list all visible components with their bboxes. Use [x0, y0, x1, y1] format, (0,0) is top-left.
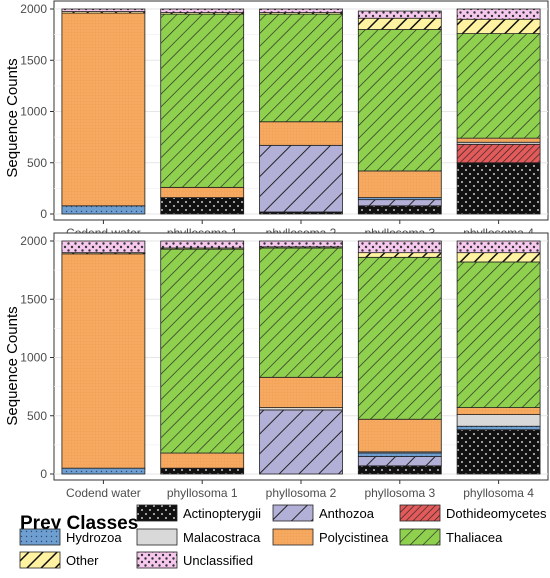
top-y-axis-label: Sequence Counts	[4, 58, 21, 177]
bar-segment-unclassified	[259, 8, 343, 13]
legend-label-other: Other	[66, 553, 99, 568]
bar-segment-unclassified	[259, 240, 343, 248]
bar-segment-actinopterygii	[160, 467, 245, 475]
legend-swatch-anthozoa	[272, 504, 314, 522]
bar-segment-unclassified	[160, 240, 245, 249]
y-tick-label: 1000	[20, 351, 47, 365]
bar-segment-polycistinea	[456, 407, 541, 415]
bar-segment-polycistinea	[160, 452, 245, 469]
bar-segment-other	[456, 252, 541, 263]
bar-segment-actinopterygii	[456, 162, 541, 215]
x-tick-label: phyllosoma 4	[463, 486, 534, 500]
x-tick-label: phyllosoma 3	[364, 486, 435, 500]
bar-segment-thaliacea	[357, 256, 442, 420]
legend-swatch-unclassified	[136, 551, 178, 569]
bar-segment-anthozoa	[259, 409, 343, 475]
y-tick-label: 1000	[20, 105, 47, 119]
legend-label-anthozoa: Anthozoa	[319, 506, 375, 521]
bar-segment-other	[456, 18, 541, 34]
bar-segment-thaliacea	[357, 29, 442, 172]
bar-segment-polycistinea	[357, 418, 442, 453]
y-tick-label: 500	[27, 156, 47, 170]
bar-segment-polycistinea	[456, 137, 541, 143]
y-tick-label: 2000	[20, 234, 47, 248]
y-tick-label: 1500	[20, 292, 47, 306]
legend: Prey Classes Actinopterygii Anthozoa Dothi…	[19, 504, 547, 569]
bottom-panel: 0 500 1000 1500 2000 Codend water phyllosoma 1…	[20, 232, 549, 500]
bar-segment-actinopterygii	[456, 429, 541, 475]
y-tick-label: 1500	[20, 53, 47, 67]
bar-segment-anthozoa	[357, 456, 442, 467]
legend-label-dothideomycetes: Dothideomycetes	[446, 506, 547, 521]
bottom-y-axis-label: Sequence Counts	[4, 306, 21, 425]
bar-segment-polycistinea	[160, 186, 245, 199]
bar-segment-malacostraca	[456, 414, 541, 427]
bar-segment-hydrozoa	[357, 452, 442, 457]
y-tick-label: 0	[40, 207, 47, 221]
bar-segment-unclassified	[456, 240, 541, 254]
legend-swatch-polycistinea	[272, 528, 314, 546]
legend-swatch-other	[19, 551, 61, 569]
bar-segment-hydrozoa	[61, 467, 146, 475]
bar-segment-actinopterygii	[357, 465, 442, 475]
bar-segment-other	[357, 17, 442, 30]
bar-segment-actinopterygii	[160, 197, 245, 215]
bar-segment-thaliacea	[160, 13, 245, 188]
y-tick-label: 500	[27, 409, 47, 423]
bar-segment-dothideomycetes	[456, 143, 541, 164]
legend-label-thaliacea: Thaliacea	[446, 530, 503, 545]
bar-segment-thaliacea	[456, 261, 541, 408]
bar-segment-unclassified	[160, 8, 245, 13]
legend-label-malacostraca: Malacostraca	[183, 530, 261, 545]
bar-segment-anthozoa	[357, 199, 442, 207]
legend-swatch-malacostraca	[136, 528, 178, 546]
bar-segment-polycistinea	[259, 121, 343, 146]
bar-segment-unclassified	[61, 8, 146, 12]
legend-swatch-actinopterygii	[136, 504, 178, 522]
bar-segment-other	[357, 252, 442, 258]
bar-segment-polycistinea	[357, 170, 442, 198]
legend-swatch-dothideomycetes	[399, 504, 441, 522]
bar-segment-thaliacea	[456, 33, 541, 139]
bar-segment-hydrozoa	[61, 205, 146, 215]
legend-swatch-thaliacea	[399, 528, 441, 546]
bar-segment-thaliacea	[259, 247, 343, 378]
legend-swatch-hydrozoa	[19, 528, 61, 546]
bar-segment-unclassified	[357, 240, 442, 254]
bar-segment-polycistinea	[61, 12, 146, 207]
legend-label-hydrozoa: Hydrozoa	[66, 530, 122, 545]
bar-segment-unclassified	[456, 8, 541, 20]
y-tick-label: 2000	[20, 2, 47, 16]
x-tick-label: phyllosoma 2	[266, 486, 337, 500]
x-tick-label: phyllosoma 1	[167, 486, 238, 500]
bar-segment-actinopterygii	[357, 205, 442, 215]
bar-segment-polycistinea	[61, 253, 146, 469]
bar-segment-anthozoa	[259, 144, 343, 213]
legend-label-actinopterygii: Actinopterygii	[183, 506, 261, 521]
x-tick-label: Codend water	[66, 486, 141, 500]
bar-segment-unclassified	[61, 240, 146, 254]
bar-segment-thaliacea	[160, 248, 245, 454]
legend-label-polycistinea: Polycistinea	[319, 530, 389, 545]
bar-segment-unclassified	[357, 10, 442, 19]
bar-segment-hydrozoa	[456, 425, 541, 431]
bar-segment-polycistinea	[259, 376, 343, 408]
legend-label-unclassified: Unclassified	[183, 553, 253, 568]
bar-segment-thaliacea	[259, 13, 343, 123]
y-tick-label: 0	[40, 467, 47, 481]
